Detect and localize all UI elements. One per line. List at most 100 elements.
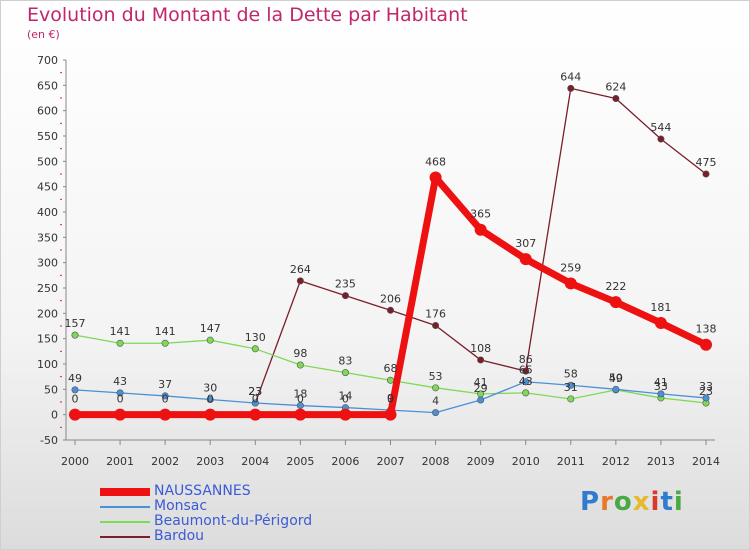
data-point-monsac [432, 409, 440, 417]
data-label-bardou: 176 [425, 307, 446, 320]
y-tick-label: 200 [37, 307, 58, 320]
data-point-bardou [612, 95, 620, 103]
x-tick-label: 2007 [377, 455, 405, 468]
data-point-naussannes [429, 171, 442, 184]
data-point-bardou [386, 306, 394, 314]
data-point-beaumont-du-p-rigord [341, 369, 349, 377]
data-point-naussannes [69, 408, 81, 421]
data-label-naussannes: 307 [515, 237, 536, 250]
data-label-monsac: 29 [474, 382, 488, 395]
data-label-beaumont-du-p-rigord: 31 [564, 381, 578, 394]
data-point-monsac [477, 396, 485, 404]
data-point-naussannes [249, 408, 262, 421]
legend-label: Beaumont-du-Périgord [154, 513, 313, 529]
data-label-naussannes: 365 [470, 208, 491, 221]
proxiti-logo: Proxiti [580, 487, 684, 517]
data-label-monsac: 4 [432, 395, 439, 408]
logo-letter: t [660, 487, 674, 517]
data-label-bardou: 264 [290, 263, 311, 276]
data-point-beaumont-du-p-rigord [251, 345, 259, 353]
data-point-bardou [657, 135, 665, 143]
data-point-naussannes [564, 277, 577, 290]
data-label-monsac: 43 [113, 375, 127, 388]
x-tick-label: 2004 [241, 455, 269, 468]
x-tick-label: 2012 [602, 455, 630, 468]
data-label-bardou: 23 [248, 385, 262, 398]
data-label-beaumont-du-p-rigord: 33 [654, 380, 668, 393]
data-label-beaumont-du-p-rigord: 43 [519, 375, 533, 388]
data-label-bardou: 108 [470, 342, 491, 355]
data-point-bardou [567, 84, 575, 92]
y-tick-label: 700 [37, 54, 58, 67]
data-point-beaumont-du-p-rigord [296, 361, 304, 369]
logo-letter: x [632, 487, 651, 517]
data-point-beaumont-du-p-rigord [567, 395, 575, 403]
data-point-monsac [522, 378, 530, 386]
x-tick-label: 2011 [557, 455, 585, 468]
y-tick-label: 250 [37, 282, 58, 295]
y-tick-label: 550 [37, 130, 58, 143]
y-tick-label: 0 [51, 409, 58, 422]
data-point-bardou [522, 367, 530, 375]
data-label-beaumont-du-p-rigord: 23 [699, 385, 713, 398]
data-label-beaumont-du-p-rigord: 141 [110, 325, 131, 338]
data-label-beaumont-du-p-rigord: 141 [155, 325, 176, 338]
axes: -500501001502002503003504004505005506006… [37, 54, 720, 468]
data-point-beaumont-du-p-rigord [522, 389, 530, 397]
chart-title: Evolution du Montant de la Dette par Hab… [27, 4, 468, 26]
x-tick-label: 2008 [422, 455, 450, 468]
data-label-naussannes: 138 [696, 323, 717, 336]
data-label-monsac: 58 [564, 367, 578, 380]
x-tick-label: 2002 [151, 455, 179, 468]
logo-letter: P [580, 487, 601, 517]
data-label-bardou: 206 [380, 292, 401, 305]
data-label-naussannes: 0 [297, 393, 304, 406]
legend-label: NAUSSANNES [154, 483, 251, 499]
data-label-beaumont-du-p-rigord: 147 [200, 322, 221, 335]
data-label-monsac: 23 [248, 385, 262, 398]
logo-letter: r [600, 487, 614, 517]
data-label-naussannes: 0 [342, 393, 349, 406]
data-label-beaumont-du-p-rigord: 53 [429, 370, 443, 383]
data-point-bardou [702, 170, 710, 178]
data-point-naussannes [294, 408, 307, 421]
data-label-beaumont-du-p-rigord: 157 [65, 317, 86, 330]
data-label-beaumont-du-p-rigord: 41 [474, 376, 488, 389]
data-point-monsac [612, 385, 620, 393]
data-label-beaumont-du-p-rigord: 98 [293, 347, 307, 360]
data-label-bardou: 644 [560, 70, 581, 83]
data-label-bardou: 624 [605, 81, 626, 94]
x-tick-label: 2000 [61, 455, 89, 468]
data-label-naussannes: 222 [605, 280, 626, 293]
data-label-monsac: 65 [519, 364, 533, 377]
data-label-beaumont-du-p-rigord: 49 [609, 372, 623, 385]
data-point-naussannes [700, 338, 712, 351]
data-label-naussannes: 181 [650, 301, 671, 314]
data-label-naussannes: 0 [162, 393, 169, 406]
data-point-naussannes [474, 223, 487, 236]
data-label-monsac: 33 [699, 380, 713, 393]
chart-subtitle: (en €) [27, 28, 60, 41]
data-label-bardou: 86 [519, 353, 533, 366]
x-tick-label: 2001 [106, 455, 134, 468]
x-tick-label: 2003 [196, 455, 224, 468]
data-label-beaumont-du-p-rigord: 130 [245, 331, 266, 344]
data-point-monsac [71, 386, 79, 394]
data-point-beaumont-du-p-rigord [161, 339, 169, 347]
data-label-naussannes: 0 [117, 393, 124, 406]
data-point-monsac [657, 390, 665, 398]
legend-swatch [100, 521, 150, 523]
data-point-beaumont-du-p-rigord [386, 376, 394, 384]
y-tick-label: 600 [37, 105, 58, 118]
data-point-beaumont-du-p-rigord [71, 331, 79, 339]
y-tick-label: 100 [37, 358, 58, 371]
data-point-bardou [341, 292, 349, 300]
data-label-monsac: 30 [203, 381, 217, 394]
line-chart: -500501001502002503003504004505005506006… [37, 54, 720, 468]
data-label-monsac: 41 [654, 376, 668, 389]
data-point-monsac [251, 399, 259, 407]
data-point-monsac [116, 389, 124, 397]
data-point-beaumont-du-p-rigord [116, 339, 124, 347]
data-point-naussannes [519, 253, 532, 266]
